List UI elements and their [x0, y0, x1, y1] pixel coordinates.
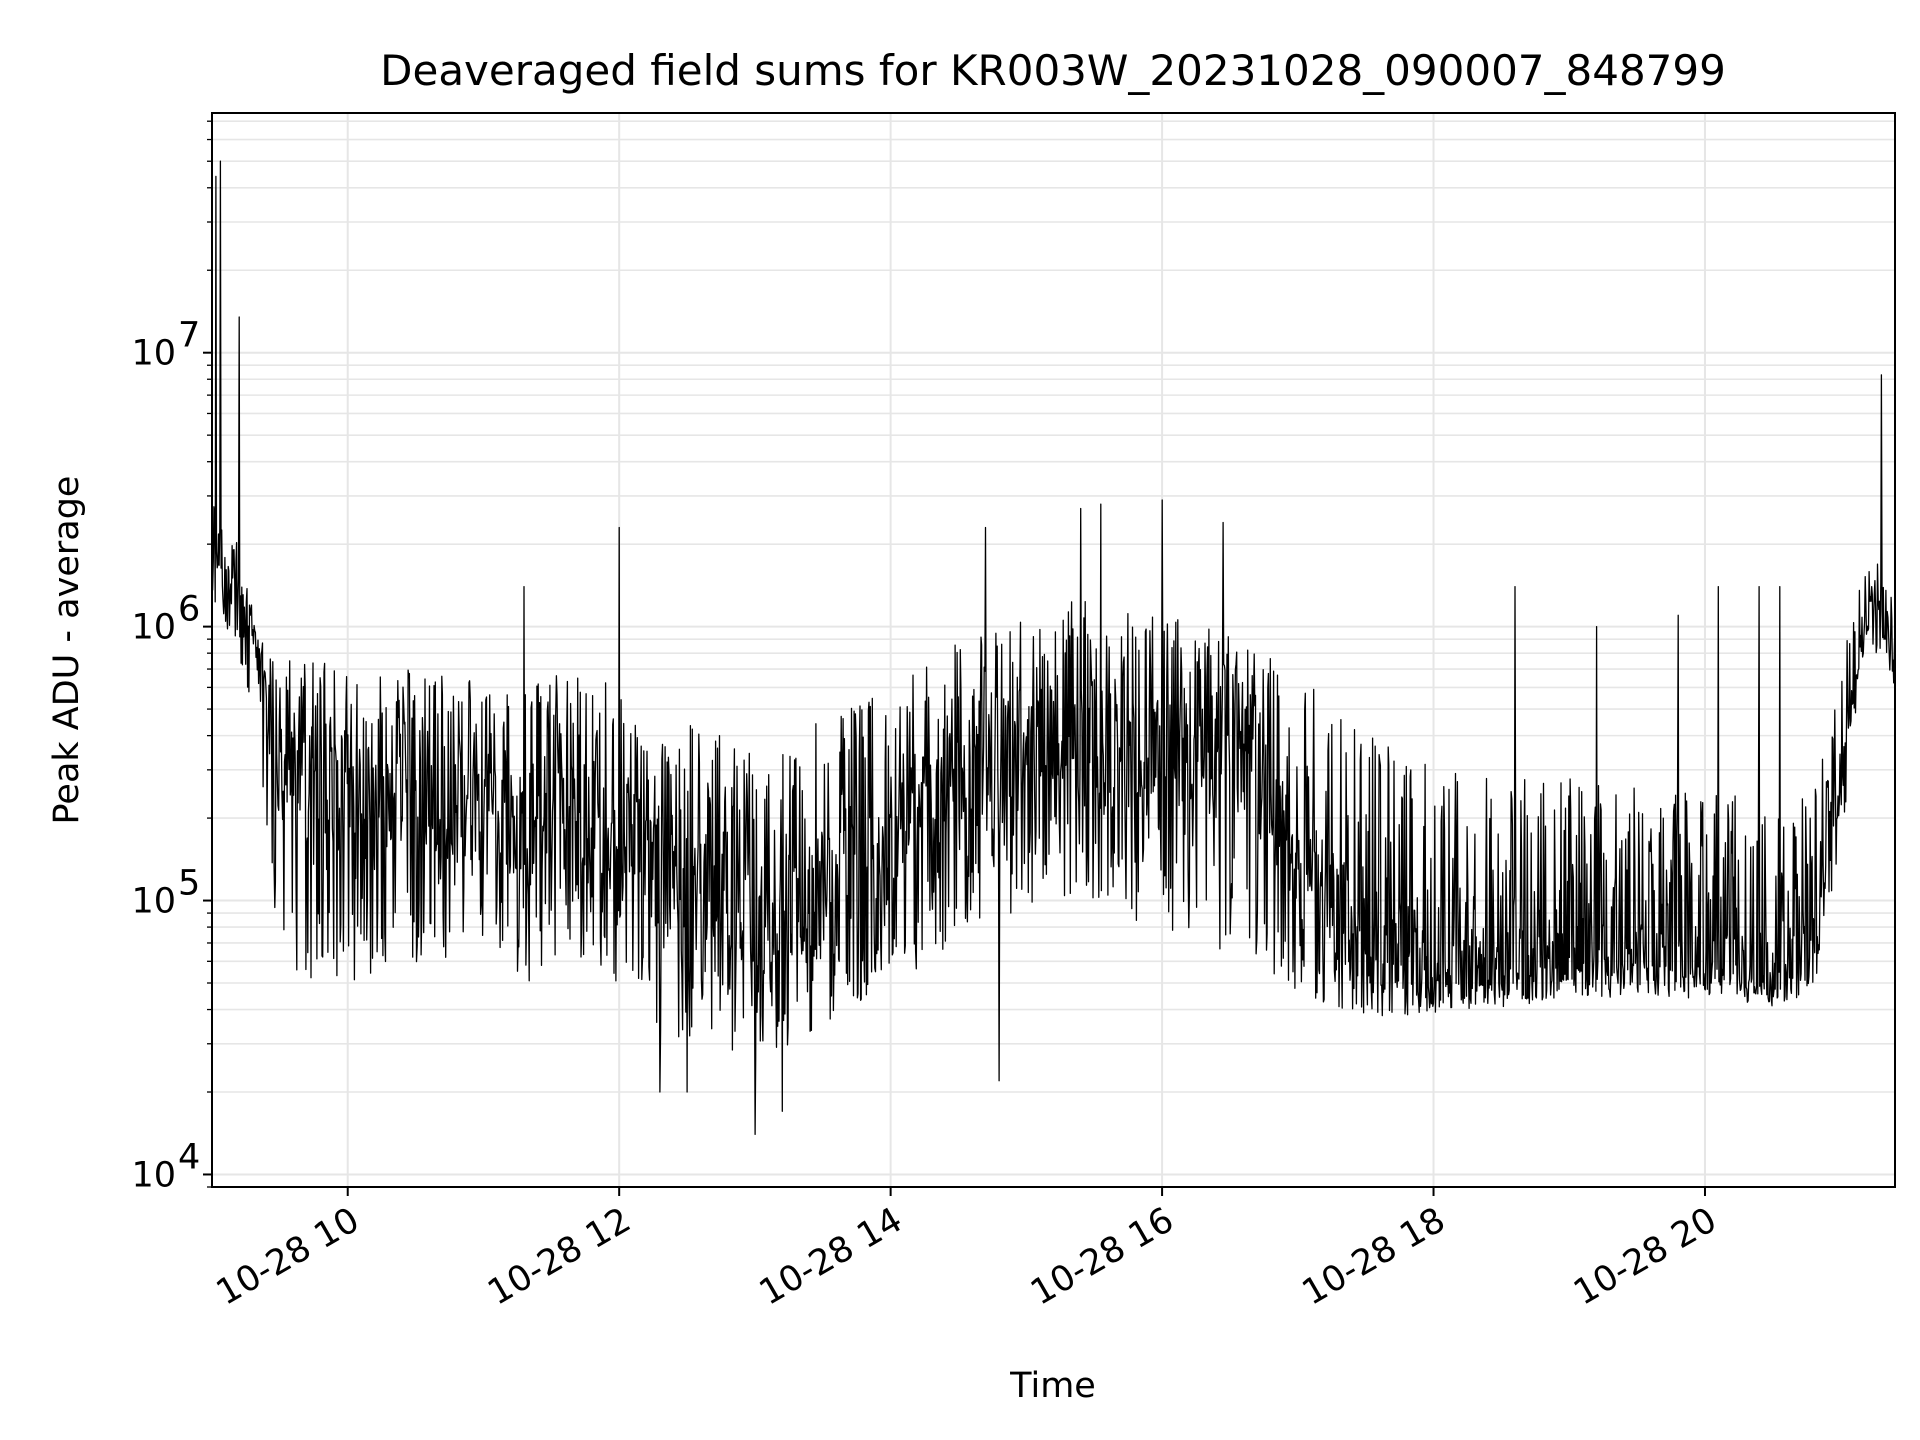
x-tick-label: 10-28 18	[1296, 1200, 1452, 1313]
x-tick-label: 10-28 20	[1567, 1200, 1723, 1313]
series-line	[211, 160, 1896, 1136]
y-tick-label: 10	[131, 334, 176, 374]
y-tick-label: 10	[131, 608, 176, 648]
x-axis-label: Time	[1009, 1366, 1096, 1406]
x-tick-label: 10-28 12	[481, 1200, 637, 1313]
x-tick-label: 10-28 14	[753, 1200, 909, 1313]
grid	[212, 113, 1895, 1188]
y-tick-label: 10	[131, 1155, 176, 1195]
x-tick-label: 10-28 16	[1024, 1200, 1180, 1313]
y-tick-label-exponent: 7	[178, 316, 200, 356]
y-axis-label: Peak ADU - average	[47, 476, 87, 825]
y-tick-label-exponent: 6	[178, 590, 200, 630]
x-tick-label: 10-28 10	[210, 1200, 366, 1313]
chart-title: Deaveraged field sums for KR003W_2023102…	[380, 46, 1726, 95]
y-tick-label-exponent: 5	[178, 864, 200, 904]
data-series	[211, 160, 1896, 1136]
y-tick-label-exponent: 4	[178, 1137, 200, 1177]
plot-frame	[211, 112, 1896, 1188]
y-tick-label: 10	[131, 882, 176, 922]
